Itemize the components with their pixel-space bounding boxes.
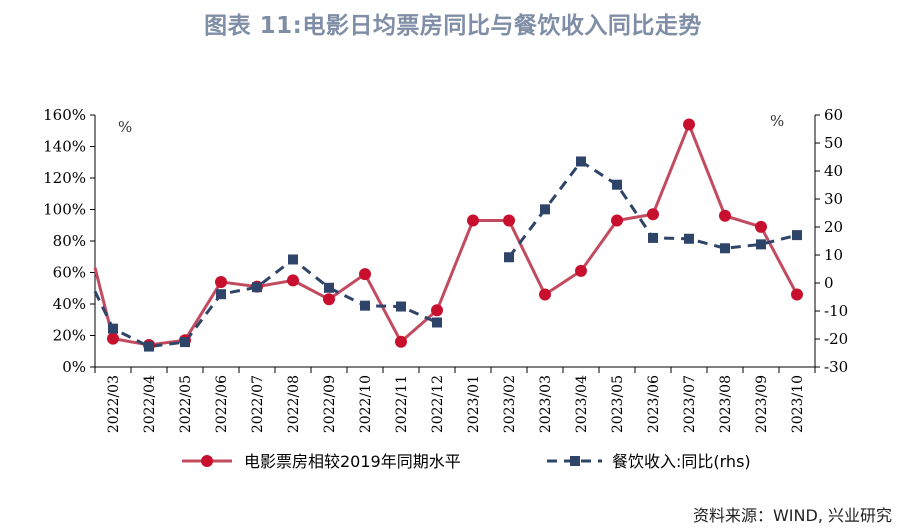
x-tick-label: 2023/08 [718,375,734,433]
x-tick-label: 2023/10 [790,375,806,433]
left-tick-label: 20% [53,327,86,345]
data-point-food [288,254,298,265]
x-tick-label: 2023/06 [646,375,662,433]
data-point-movie [611,214,623,227]
data-point-movie [575,264,587,277]
x-tick-label: 2022/04 [142,375,158,433]
legend-marker-food [570,456,580,466]
x-tick-label: 2023/05 [610,375,626,433]
data-point-movie [287,274,299,287]
right-tick-label: 60 [824,106,843,124]
right-tick-label: 10 [824,246,843,264]
left-tick-label: 140% [43,138,86,156]
data-point-food [324,282,334,293]
data-point-food [144,341,154,352]
legend-marker-movie [201,455,213,467]
data-point-movie [683,118,695,131]
legend-label-food: 餐饮收入:同比(rhs) [612,452,751,471]
data-point-food [216,289,226,300]
data-point-food [792,230,802,241]
data-point-food [648,232,658,243]
left-tick-label: 80% [53,232,86,250]
data-point-food [684,233,694,244]
data-point-food [432,317,442,328]
data-point-food [108,323,118,334]
data-point-food [504,252,514,263]
data-point-movie [467,214,479,227]
left-tick-label: 160% [43,106,86,124]
data-point-movie [359,268,371,281]
data-point-food [396,301,406,312]
right-tick-label: -10 [824,302,848,320]
data-point-movie [107,332,119,345]
x-tick-label: 2023/07 [682,375,698,433]
x-tick-label: 2023/03 [538,375,554,433]
x-tick-label: 2022/08 [286,375,302,433]
data-point-food [252,282,262,293]
x-tick-label: 2022/07 [250,375,266,433]
left-axis-unit: % [118,118,132,136]
x-tick-label: 2023/09 [754,375,770,433]
left-tick-label: 100% [43,201,86,219]
data-point-food [720,243,730,254]
x-tick-label: 2022/03 [106,375,122,433]
data-point-food [360,300,370,311]
data-point-movie [323,293,335,306]
x-tick-label: 2023/02 [502,375,518,433]
data-point-food [756,239,766,250]
left-tick-label: 60% [53,264,86,282]
source-note: 资料来源：WIND, 兴业研究 [692,506,892,525]
right-tick-label: -20 [824,330,848,348]
left-tick-label: 120% [43,169,86,187]
data-point-movie [791,288,803,301]
x-tick-label: 2023/04 [574,375,590,433]
x-tick-label: 2022/06 [214,375,230,433]
data-point-food [540,204,550,215]
left-tick-label: 0% [62,358,86,376]
series-line-food [93,257,438,349]
axes-layer: 0% 20% 40% 60% 80% 100% 120% 140% 160% -30 -20 -10 0… [43,106,848,433]
right-axis-unit: % [770,112,784,130]
x-tick-label: 2022/11 [394,375,410,433]
x-tick-label: 2023/01 [466,375,482,433]
legend: 电影票房相较2019年同期水平 餐饮收入:同比(rhs) [182,452,751,471]
data-point-food [180,337,190,348]
data-point-movie [431,304,443,317]
left-tick-label: 40% [53,295,86,313]
right-tick-label: -30 [824,358,848,376]
legend-label-movie: 电影票房相较2019年同期水平 [244,452,461,471]
data-point-food [576,156,586,167]
x-tick-label: 2022/10 [358,375,374,433]
chart-title: 图表 11:电影日均票房同比与餐饮收入同比走势 [204,13,702,39]
x-tick-label: 2022/09 [322,375,338,433]
right-tick-label: 40 [824,162,843,180]
data-point-movie [755,220,767,233]
x-tick-label: 2022/12 [430,375,446,433]
data-point-movie [719,209,731,222]
series-layer [93,118,803,352]
data-point-food [612,179,622,190]
data-point-movie [647,208,659,221]
right-tick-label: 0 [824,274,834,292]
right-tick-label: 30 [824,190,843,208]
right-tick-label: 50 [824,134,843,152]
data-point-movie [539,288,551,301]
data-point-movie [215,275,227,288]
data-point-movie [503,214,515,227]
right-tick-label: 20 [824,218,843,236]
data-point-movie [395,335,407,348]
x-tick-label: 2022/05 [178,375,194,433]
